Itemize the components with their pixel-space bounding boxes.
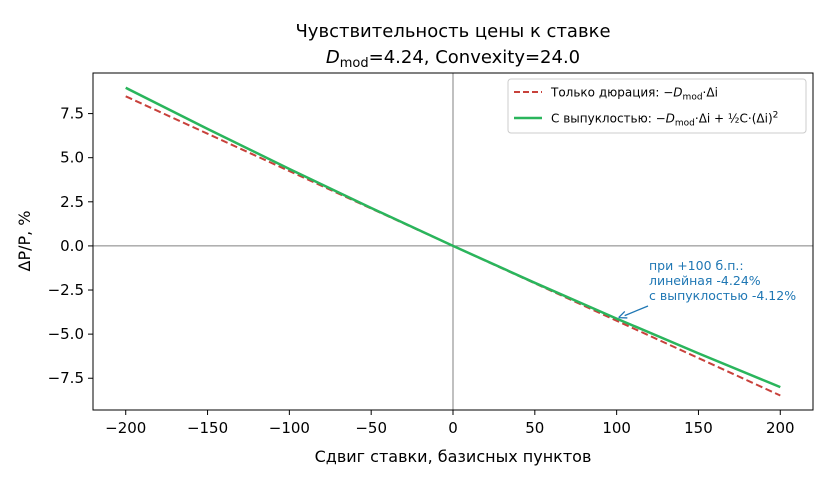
- y-tick-label: 2.5: [60, 193, 84, 211]
- y-tick-label: 0.0: [60, 237, 84, 255]
- x-tick-label: 100: [602, 419, 631, 437]
- x-tick-label: 150: [684, 419, 713, 437]
- annotation-line-1: при +100 б.п.:: [649, 258, 744, 273]
- y-axis-label: ΔP/P, %: [15, 210, 34, 271]
- y-tick-label: −2.5: [48, 281, 84, 299]
- x-tick-label: −150: [187, 419, 228, 437]
- legend-entry-duration: Только дюрация: −Dmod·Δi: [550, 86, 718, 103]
- annotation-line-2: линейная -4.24%: [649, 273, 761, 288]
- series-line-convexity: [125, 86, 781, 389]
- legend: Только дюрация: −Dmod·Δi С выпуклостью: …: [507, 78, 807, 134]
- x-tick-label: 0: [448, 419, 458, 437]
- x-tick-label: −100: [269, 419, 310, 437]
- legend-box: [507, 78, 807, 134]
- x-tick-label: 200: [766, 419, 795, 437]
- x-axis-label: Сдвиг ставки, базисных пунктов: [315, 447, 592, 466]
- annotation-arrow-head: [618, 310, 628, 319]
- x-tick-label: 50: [525, 419, 544, 437]
- y-tick-label: −7.5: [48, 369, 84, 387]
- axis-ticks: −200 −150 −100 −50 0 50 100 150 200 7.5 5.0 2.5 0.0 −…: [48, 105, 795, 437]
- y-tick-label: 7.5: [60, 105, 84, 123]
- x-tick-label: −200: [105, 419, 146, 437]
- annotation-line-3: с выпуклостью -4.12%: [649, 288, 796, 303]
- chart-subtitle: Dmod=4.24, Convexity=24.0: [326, 47, 580, 71]
- annotation-arrow: [624, 305, 649, 317]
- chart-title: Чувствительность цены к ставке: [295, 21, 610, 42]
- legend-entry-convexity: С выпуклостью: −Dmod·Δi + ½C·(Δi)2: [551, 111, 778, 129]
- annotation: при +100 б.п.: линейная -4.24% с выпукло…: [618, 258, 796, 319]
- x-tick-label: −50: [355, 419, 387, 437]
- y-tick-label: 5.0: [60, 149, 84, 167]
- y-tick-label: −5.0: [48, 325, 84, 343]
